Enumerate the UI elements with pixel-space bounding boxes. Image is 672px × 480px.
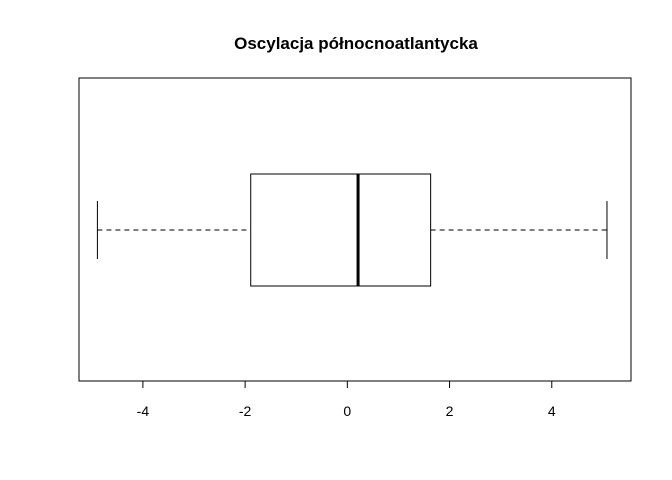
iqr-box	[250, 173, 432, 287]
boxplot-marks	[96, 173, 608, 287]
x-tick-label: 0	[343, 403, 351, 419]
x-tick-label: -2	[239, 403, 252, 419]
x-axis: -4 -2 0 2 4	[137, 380, 556, 419]
x-tick-label: 2	[446, 403, 454, 419]
x-tick-label: 4	[548, 403, 556, 419]
x-tick-label: -4	[137, 403, 150, 419]
chart-title: Oscylacja północnoatlantycka	[234, 34, 478, 53]
